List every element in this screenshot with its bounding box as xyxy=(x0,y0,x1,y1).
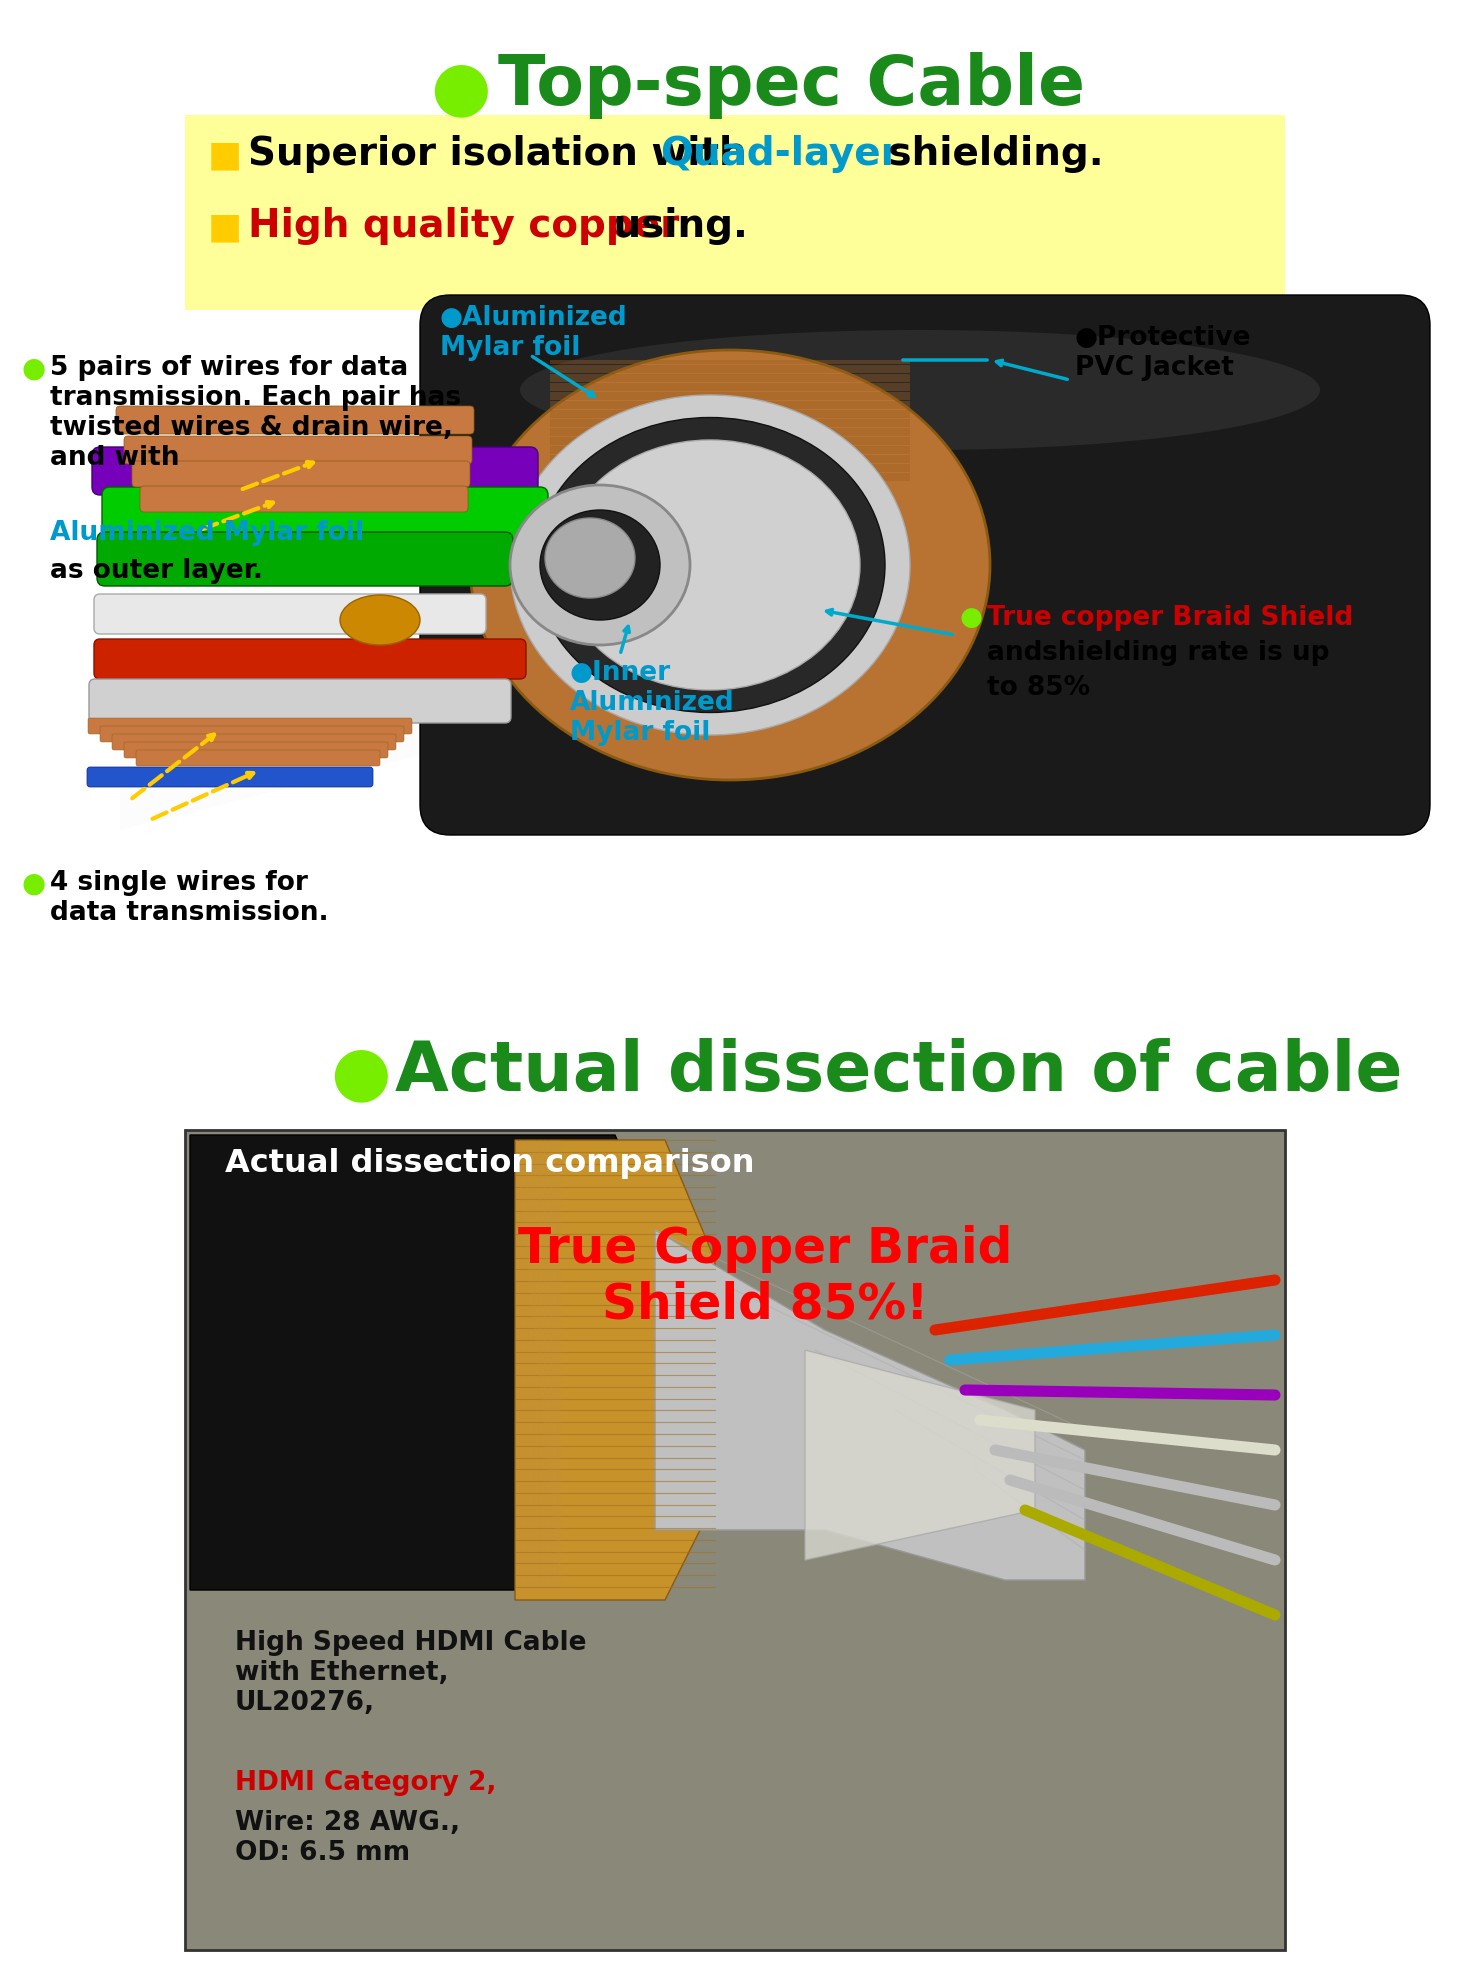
Text: ●: ● xyxy=(22,871,46,899)
Bar xyxy=(550,415,910,419)
Bar xyxy=(550,359,910,363)
FancyBboxPatch shape xyxy=(185,115,1285,310)
Bar xyxy=(550,427,910,431)
Bar xyxy=(550,440,910,444)
Bar xyxy=(550,454,910,458)
FancyBboxPatch shape xyxy=(88,718,412,734)
Text: High quality copper: High quality copper xyxy=(248,206,679,244)
Bar xyxy=(550,369,910,373)
Bar xyxy=(550,472,910,476)
Text: ●Aluminized
Mylar foil: ●Aluminized Mylar foil xyxy=(440,306,628,361)
Ellipse shape xyxy=(340,595,420,645)
Polygon shape xyxy=(190,1135,664,1589)
FancyBboxPatch shape xyxy=(123,436,472,464)
Text: Actual dissection comparison: Actual dissection comparison xyxy=(225,1149,754,1178)
Text: Aluminized Mylar foil: Aluminized Mylar foil xyxy=(50,520,365,546)
Bar xyxy=(550,391,910,395)
Polygon shape xyxy=(656,1230,1085,1579)
FancyBboxPatch shape xyxy=(140,486,467,512)
Bar xyxy=(550,423,910,427)
Text: High Speed HDMI Cable
with Ethernet,
UL20276,: High Speed HDMI Cable with Ethernet, UL2… xyxy=(235,1631,587,1716)
Ellipse shape xyxy=(470,349,989,780)
Text: using.: using. xyxy=(600,206,748,244)
Text: shielding.: shielding. xyxy=(875,135,1104,173)
Bar xyxy=(550,446,910,450)
Bar xyxy=(550,365,910,369)
Bar xyxy=(550,468,910,472)
Bar xyxy=(550,383,910,387)
FancyBboxPatch shape xyxy=(94,639,526,679)
FancyBboxPatch shape xyxy=(132,460,470,486)
Ellipse shape xyxy=(545,518,635,597)
FancyBboxPatch shape xyxy=(123,742,388,758)
Polygon shape xyxy=(121,401,560,829)
Polygon shape xyxy=(806,1349,1035,1559)
Text: Top-spec Cable: Top-spec Cable xyxy=(498,52,1085,119)
Bar xyxy=(550,476,910,480)
FancyBboxPatch shape xyxy=(137,750,381,766)
FancyBboxPatch shape xyxy=(97,532,513,585)
Bar xyxy=(550,464,910,468)
FancyBboxPatch shape xyxy=(112,734,395,750)
FancyBboxPatch shape xyxy=(420,296,1430,835)
Text: Superior isolation with: Superior isolation with xyxy=(248,135,760,173)
FancyBboxPatch shape xyxy=(93,446,538,494)
Text: as outer layer.: as outer layer. xyxy=(50,558,263,583)
Bar xyxy=(550,379,910,383)
Text: ●Protective
PVC Jacket: ●Protective PVC Jacket xyxy=(1075,325,1251,381)
Bar xyxy=(550,450,910,454)
Bar xyxy=(550,397,910,401)
Bar xyxy=(550,436,910,440)
Polygon shape xyxy=(514,1141,714,1599)
Ellipse shape xyxy=(539,510,660,619)
Text: to 85%: to 85% xyxy=(986,675,1091,700)
FancyBboxPatch shape xyxy=(87,768,373,788)
Ellipse shape xyxy=(560,440,860,690)
FancyBboxPatch shape xyxy=(100,726,404,742)
Text: Actual dissection of cable: Actual dissection of cable xyxy=(395,1038,1402,1105)
Text: Wire: 28 AWG.,
OD: 6.5 mm: Wire: 28 AWG., OD: 6.5 mm xyxy=(235,1809,460,1867)
Text: True copper Braid Shield: True copper Braid Shield xyxy=(986,605,1354,631)
Text: True Copper Braid
Shield 85%!: True Copper Braid Shield 85%! xyxy=(517,1224,1013,1329)
Ellipse shape xyxy=(520,329,1320,450)
FancyBboxPatch shape xyxy=(101,486,548,548)
Bar xyxy=(550,373,910,377)
Bar xyxy=(550,387,910,391)
FancyBboxPatch shape xyxy=(90,679,512,722)
Ellipse shape xyxy=(535,417,885,712)
Ellipse shape xyxy=(510,484,689,645)
FancyBboxPatch shape xyxy=(94,593,487,635)
Text: Quad-layer: Quad-layer xyxy=(660,135,900,173)
Text: ●Inner
Aluminized
Mylar foil: ●Inner Aluminized Mylar foil xyxy=(570,661,735,746)
Text: ●: ● xyxy=(22,355,46,383)
Bar xyxy=(550,433,910,436)
Bar xyxy=(185,1131,1285,1950)
Text: HDMI Category 2,: HDMI Category 2, xyxy=(235,1770,497,1796)
Bar xyxy=(550,409,910,413)
Text: shielding rate is up: shielding rate is up xyxy=(1042,641,1329,667)
Text: ●: ● xyxy=(431,56,491,121)
FancyBboxPatch shape xyxy=(116,407,473,434)
Text: 5 pairs of wires for data
transmission. Each pair has
twisted wires & drain wire: 5 pairs of wires for data transmission. … xyxy=(50,355,462,470)
Text: ●: ● xyxy=(329,1040,391,1107)
Ellipse shape xyxy=(510,395,910,734)
Bar xyxy=(550,419,910,423)
Text: ■: ■ xyxy=(207,210,243,244)
Text: ■: ■ xyxy=(207,139,243,173)
Text: 4 single wires for
data transmission.: 4 single wires for data transmission. xyxy=(50,871,329,927)
Bar xyxy=(550,405,910,409)
Bar xyxy=(550,401,910,405)
Text: and: and xyxy=(986,641,1051,667)
Text: ●: ● xyxy=(960,605,983,631)
Bar xyxy=(550,458,910,462)
